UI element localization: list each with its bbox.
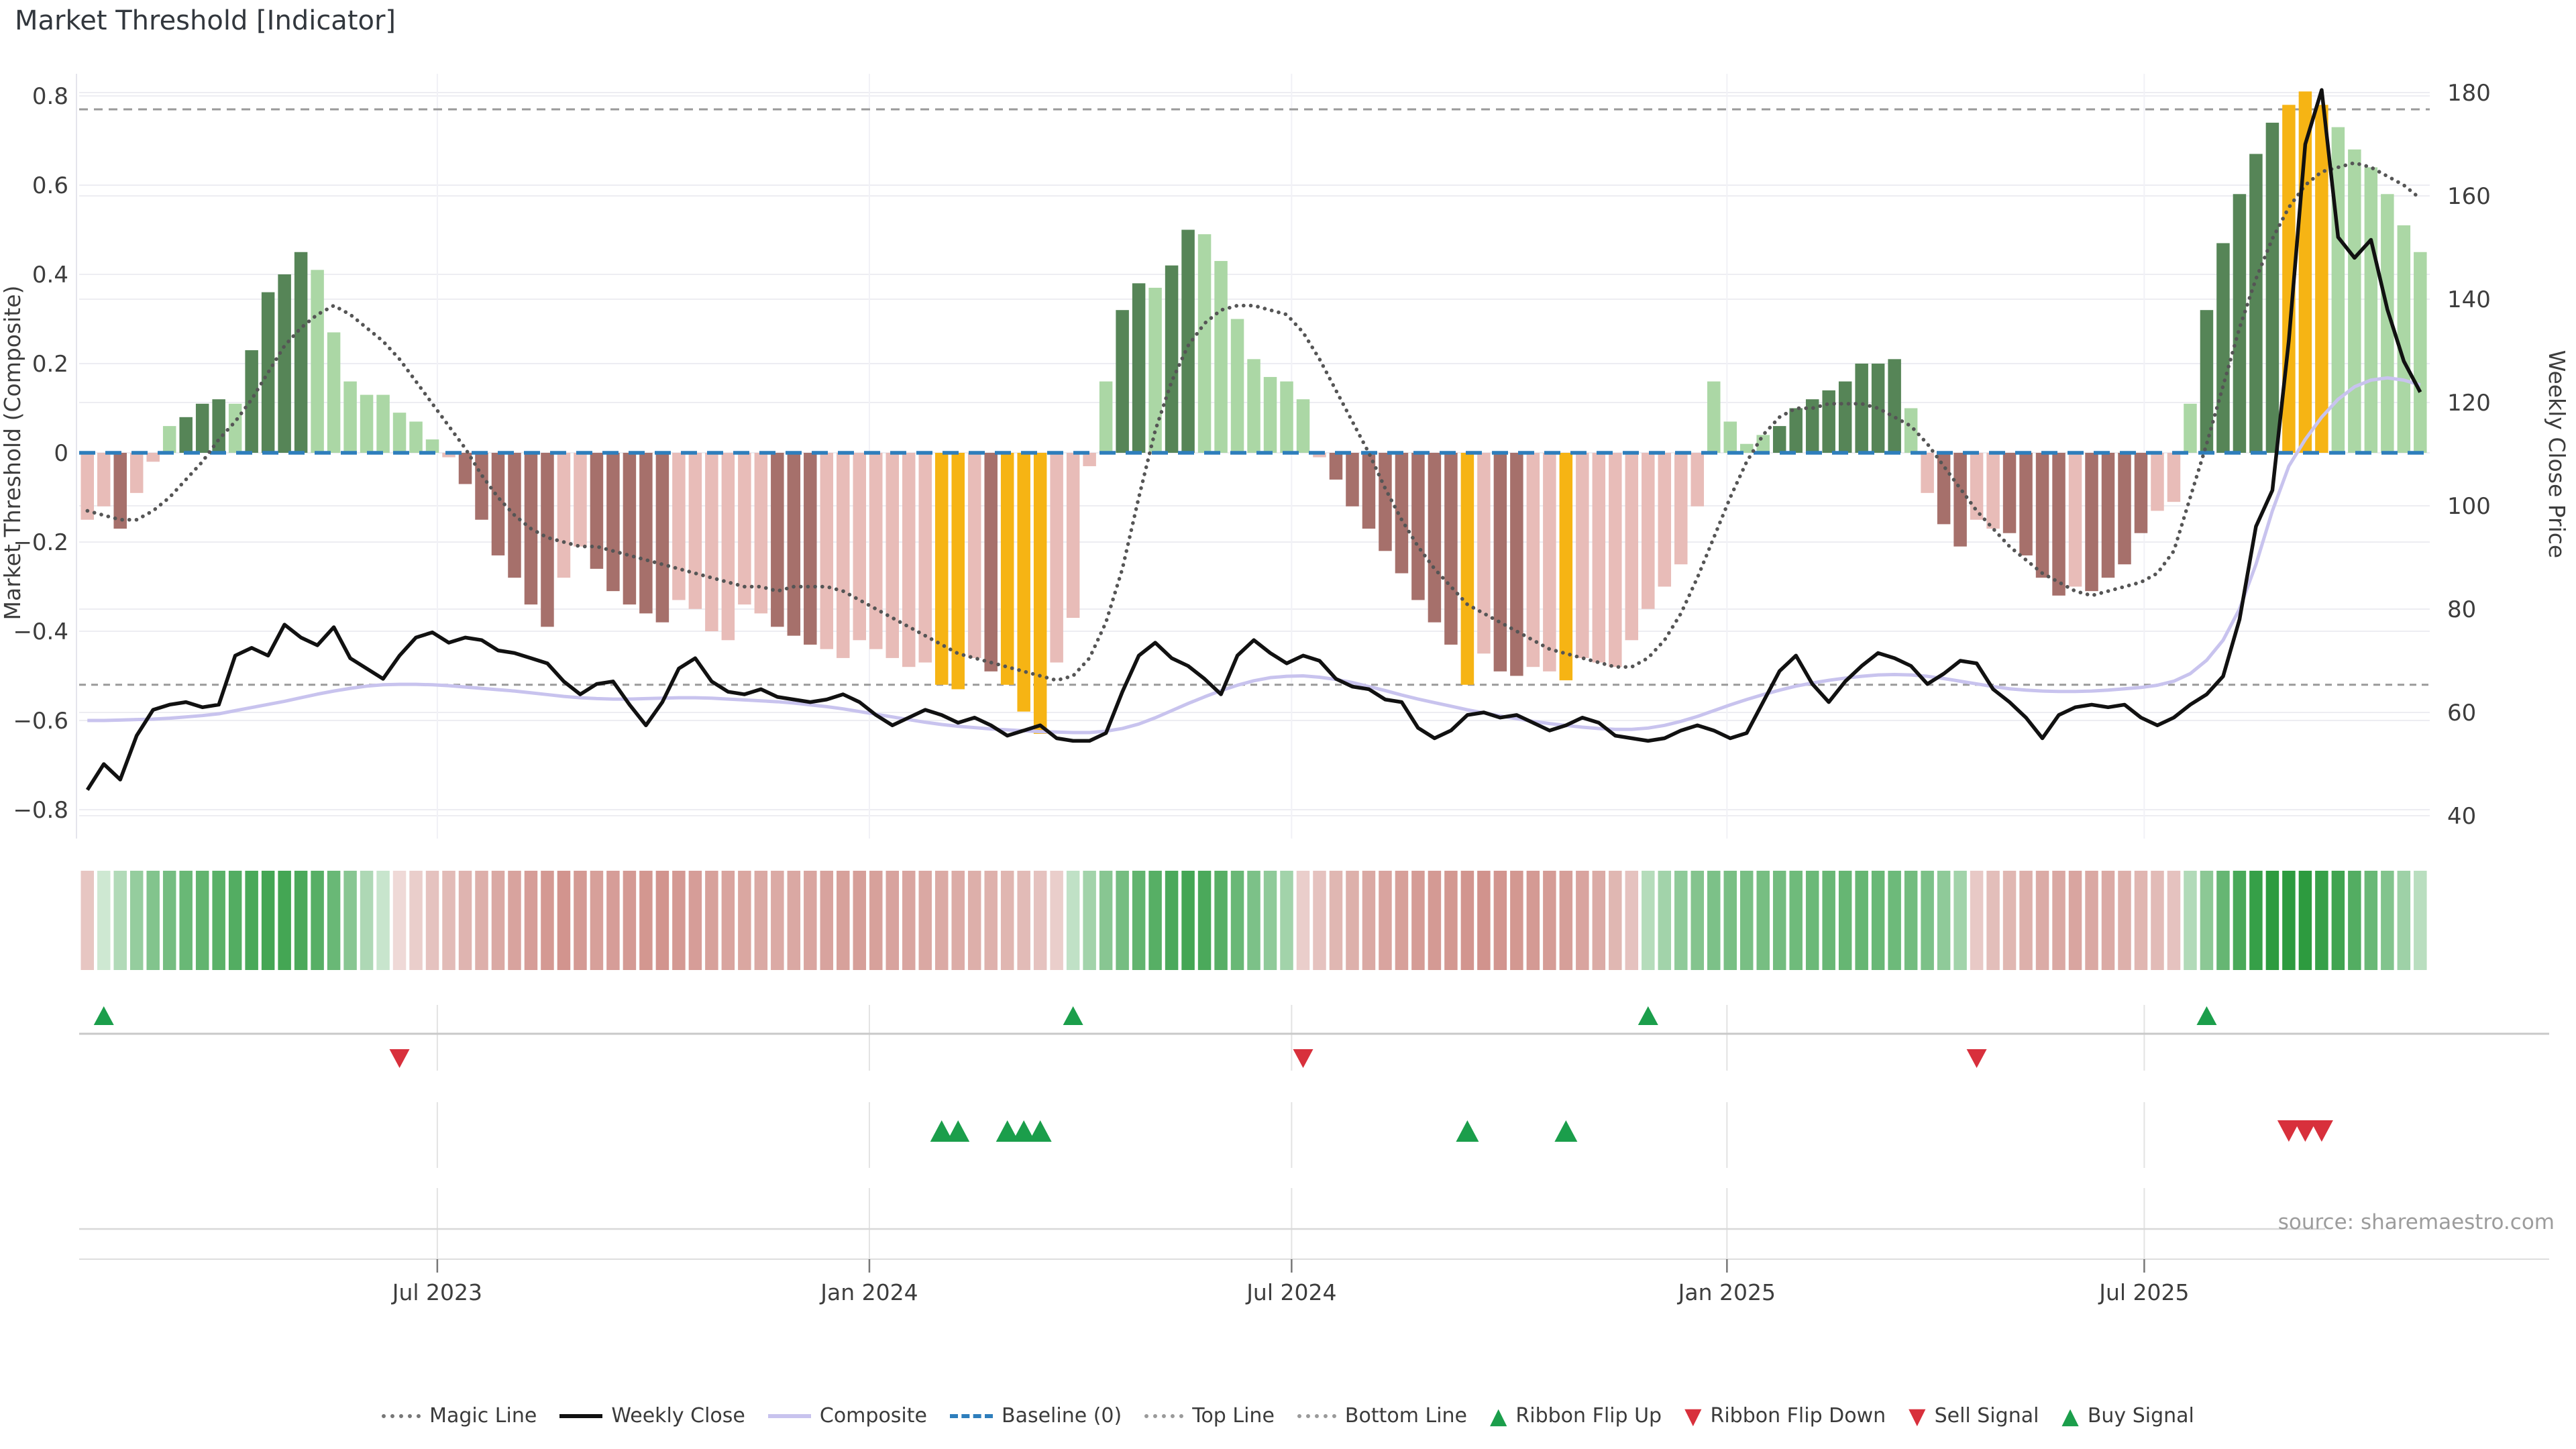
legend-label: Ribbon Flip Up (1515, 1404, 1662, 1428)
source-attribution: source: sharemaestro.com (2277, 1210, 2555, 1234)
ribbon-flip-up-markers (93, 1006, 2217, 1025)
svg-text:60: 60 (2447, 700, 2476, 727)
svg-text:Jan 2025: Jan 2025 (1677, 1279, 1776, 1305)
triangle-down-icon: ▼ (1909, 1403, 1926, 1429)
svg-text:−0.6: −0.6 (13, 708, 68, 735)
left-axis-title: Market Threshold (Composite) (0, 286, 25, 621)
legend-label: Sell Signal (1934, 1404, 2039, 1428)
solid-line-swatch-icon (767, 1413, 811, 1418)
left-axis: 0.8 0.6 0.4 0.2 0 −0.2 −0.4 −0.6 −0.8 Market Thre… (0, 83, 68, 824)
svg-text:0: 0 (54, 440, 68, 467)
signal-panel-lines (79, 1005, 2549, 1260)
composite-line (87, 376, 2421, 735)
ribbon-strip (80, 871, 2427, 970)
sell-signal-markers (2277, 1120, 2333, 1142)
legend-item-bottom-line: Bottom Line (1297, 1404, 1467, 1428)
svg-text:40: 40 (2447, 803, 2476, 830)
triangle-up-icon: ▲ (2061, 1403, 2079, 1429)
legend-label: Composite (819, 1404, 927, 1428)
svg-text:160: 160 (2447, 183, 2491, 210)
legend-item-top-line: Top Line (1144, 1404, 1275, 1428)
legend-label: Ribbon Flip Down (1710, 1404, 1886, 1428)
svg-text:Jan 2024: Jan 2024 (819, 1279, 918, 1305)
svg-text:0.2: 0.2 (32, 351, 68, 378)
svg-text:0.8: 0.8 (32, 83, 68, 110)
chart-legend: Magic Line Weekly Close Composite Baseline … (0, 1404, 2576, 1428)
svg-text:0.4: 0.4 (32, 262, 68, 288)
legend-label: Bottom Line (1344, 1404, 1468, 1428)
svg-text:80: 80 (2447, 596, 2476, 623)
svg-text:Jul 2023: Jul 2023 (391, 1279, 482, 1305)
buy-signal-markers (930, 1120, 1578, 1142)
svg-text:−0.4: −0.4 (13, 619, 68, 645)
page-title: Market Threshold [Indicator] (15, 5, 396, 36)
legend-label: Buy Signal (2087, 1404, 2194, 1428)
legend-item-ribbon-flip-up: ▲ Ribbon Flip Up (1490, 1404, 1662, 1428)
dotted-line-swatch-icon (1144, 1413, 1184, 1418)
svg-text:Jul 2024: Jul 2024 (1245, 1279, 1336, 1305)
solid-line-swatch-icon (559, 1413, 603, 1418)
svg-text:100: 100 (2447, 493, 2491, 520)
legend-item-sell-signal: ▼ Sell Signal (1909, 1404, 2039, 1428)
svg-text:180: 180 (2447, 80, 2491, 107)
legend-label: Weekly Close (611, 1404, 745, 1428)
svg-text:0.6: 0.6 (32, 172, 68, 199)
dashed-line-swatch-icon (949, 1413, 993, 1418)
legend-item-magic-line: Magic Line (382, 1404, 537, 1428)
svg-text:120: 120 (2447, 390, 2491, 417)
legend-item-weekly-close: Weekly Close (559, 1404, 745, 1428)
x-axis: Jul 2023 Jan 2024 Jul 2024 Jan 2025 Jul 2025 (391, 1259, 2190, 1305)
legend-item-ribbon-flip-down: ▼ Ribbon Flip Down (1684, 1404, 1886, 1428)
ribbon-flip-down-markers (389, 1049, 1987, 1068)
legend-label: Top Line (1192, 1404, 1275, 1428)
triangle-up-icon: ▲ (1490, 1403, 1507, 1429)
legend-label: Baseline (0) (1001, 1404, 1122, 1428)
triangle-down-icon: ▼ (1684, 1403, 1702, 1429)
dotted-line-swatch-icon (382, 1413, 421, 1418)
guide-lines (79, 108, 2430, 686)
weekly-close-line (85, 88, 2422, 791)
right-axis-title: Weekly Close Price (2544, 350, 2570, 559)
dotted-line-swatch-icon (1297, 1413, 1336, 1418)
svg-text:−0.2: −0.2 (13, 529, 68, 556)
legend-item-composite: Composite (767, 1404, 927, 1428)
threshold-bars (80, 91, 2427, 734)
legend-item-baseline-0-: Baseline (0) (949, 1404, 1122, 1428)
svg-text:140: 140 (2447, 286, 2491, 313)
legend-label: Magic Line (429, 1404, 537, 1428)
right-axis: 180 160 140 120 100 80 60 40 Weekly Close Price (2447, 80, 2570, 830)
svg-text:Jul 2025: Jul 2025 (2098, 1279, 2189, 1305)
svg-text:−0.8: −0.8 (13, 797, 68, 824)
magic-line (85, 161, 2422, 682)
legend-item-buy-signal: ▲ Buy Signal (2061, 1404, 2194, 1428)
